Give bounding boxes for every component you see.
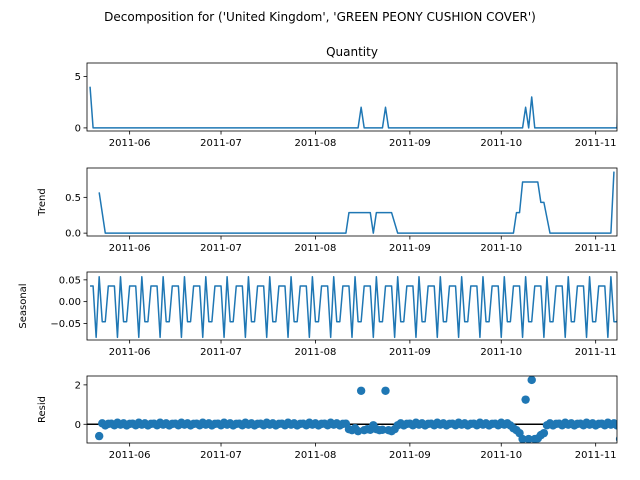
x-tick-label: 2011-11 bbox=[575, 138, 617, 149]
panel-resid: 2011-06 2011-07 2011-08 2011-09 2011-10 2011-… bbox=[37, 375, 618, 461]
x-tick-label: 2011-06 bbox=[109, 347, 151, 358]
y-axis-label: Trend bbox=[37, 188, 48, 216]
x-tick-label: 2011-08 bbox=[295, 450, 337, 461]
trend-series-line bbox=[98, 171, 615, 234]
resid-point bbox=[518, 434, 527, 443]
resid-point bbox=[94, 431, 104, 441]
panel-frame-observed bbox=[86, 62, 618, 132]
plot-area-observed bbox=[89, 86, 617, 129]
x-tick-label: 2011-06 bbox=[109, 138, 151, 149]
panel-trend: 2011-06 2011-07 2011-08 2011-09 2011-10 2011-… bbox=[37, 167, 618, 254]
x-tick-label: 2011-08 bbox=[295, 138, 337, 149]
x-tick-label: 2011-09 bbox=[389, 347, 431, 358]
x-tick-label: 2011-06 bbox=[109, 243, 151, 254]
y-tick-label: 0.05 bbox=[59, 275, 81, 286]
x-tick-label: 2011-07 bbox=[200, 347, 242, 358]
y-tick-label: 0.00 bbox=[59, 297, 81, 308]
x-tick-label: 2011-06 bbox=[109, 450, 151, 461]
resid-point bbox=[356, 386, 366, 395]
x-tick-label: 2011-08 bbox=[295, 347, 337, 358]
observed-series-line bbox=[89, 86, 617, 129]
y-tick-label: 0.0 bbox=[65, 229, 81, 240]
resid-point bbox=[521, 395, 530, 404]
resid-point bbox=[524, 434, 533, 443]
resid-point bbox=[539, 428, 549, 438]
x-tick-label: 2011-09 bbox=[389, 243, 431, 254]
x-tick-label: 2011-11 bbox=[575, 450, 617, 461]
y-axis-label: Seasonal bbox=[18, 283, 29, 328]
x-tick-label: 2011-10 bbox=[480, 347, 522, 358]
plot-area-seasonal bbox=[90, 276, 617, 339]
panels: 2011-06 2011-07 2011-08 2011-09 2011-10 2011-… bbox=[18, 45, 618, 461]
resid-point bbox=[612, 421, 617, 430]
panel-observed: 2011-06 2011-07 2011-08 2011-09 2011-10 2011-… bbox=[75, 45, 618, 149]
resid-point bbox=[381, 386, 390, 395]
y-axis-label: Resid bbox=[37, 396, 48, 423]
panel-seasonal: 2011-06 2011-07 2011-08 2011-09 2011-10 2011-… bbox=[18, 271, 618, 358]
x-tick-label: 2011-07 bbox=[200, 138, 242, 149]
x-tick-label: 2011-10 bbox=[480, 450, 522, 461]
panel-frame-trend bbox=[86, 167, 618, 237]
y-tick-label: −0.05 bbox=[50, 319, 81, 330]
seasonal-series-line bbox=[90, 276, 617, 339]
x-tick-label: 2011-11 bbox=[575, 347, 617, 358]
x-tick-label: 2011-07 bbox=[200, 450, 242, 461]
y-tick-label: 0 bbox=[75, 420, 81, 431]
x-tick-label: 2011-07 bbox=[200, 243, 242, 254]
plot-area-resid bbox=[87, 376, 617, 443]
y-tick-label: 2 bbox=[75, 380, 81, 391]
panel-frame-resid bbox=[86, 375, 618, 444]
y-tick-label: 5 bbox=[75, 72, 81, 83]
resid-point bbox=[527, 376, 536, 385]
x-tick-label: 2011-09 bbox=[389, 138, 431, 149]
figure-title: Decomposition for ('United Kingdom', 'GR… bbox=[104, 10, 536, 24]
plot-area-trend bbox=[98, 171, 615, 234]
panel-frame-seasonal bbox=[86, 271, 618, 341]
x-tick-label: 2011-11 bbox=[575, 243, 617, 254]
x-tick-label: 2011-09 bbox=[389, 450, 431, 461]
y-tick-label: 0 bbox=[75, 123, 81, 134]
panel-title: Quantity bbox=[326, 45, 378, 59]
y-tick-label: 0.5 bbox=[65, 193, 81, 204]
x-tick-label: 2011-08 bbox=[295, 243, 337, 254]
x-tick-label: 2011-10 bbox=[480, 243, 522, 254]
resid-point bbox=[378, 425, 387, 434]
x-tick-label: 2011-10 bbox=[480, 138, 522, 149]
